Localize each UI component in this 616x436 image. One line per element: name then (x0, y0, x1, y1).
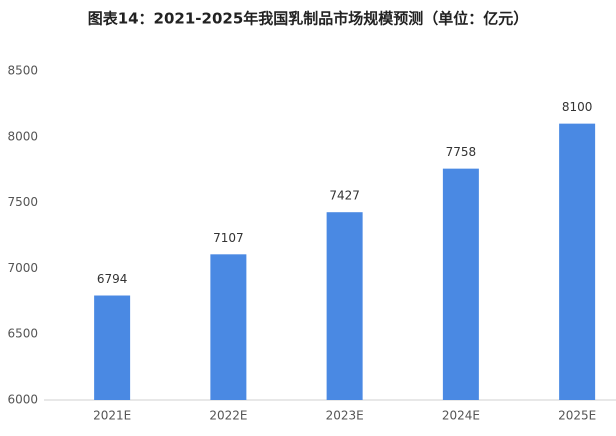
bar (94, 295, 131, 400)
x-tick-label: 2022E (209, 409, 247, 423)
y-tick-label: 7500 (7, 195, 38, 209)
x-tick-label: 2025E (558, 409, 596, 423)
value-label: 8100 (562, 100, 593, 114)
chart-title: 图表14：2021-2025年我国乳制品市场规模预测（单位：亿元） (88, 10, 529, 28)
bar (326, 212, 363, 400)
y-tick-label: 8000 (7, 129, 38, 143)
bar (442, 168, 479, 400)
x-tick-label: 2021E (93, 409, 131, 423)
y-tick-label: 6000 (7, 393, 38, 407)
y-tick-label: 7000 (7, 261, 38, 275)
bar (210, 254, 247, 400)
value-label: 7107 (213, 231, 244, 245)
x-tick-label: 2024E (442, 409, 480, 423)
y-tick-label: 6500 (7, 327, 38, 341)
bar (559, 123, 596, 400)
value-label: 7758 (446, 145, 477, 159)
y-tick-label: 8500 (7, 64, 38, 78)
x-tick-label: 2023E (326, 409, 364, 423)
value-label: 7427 (329, 189, 360, 203)
value-label: 6794 (97, 272, 128, 286)
